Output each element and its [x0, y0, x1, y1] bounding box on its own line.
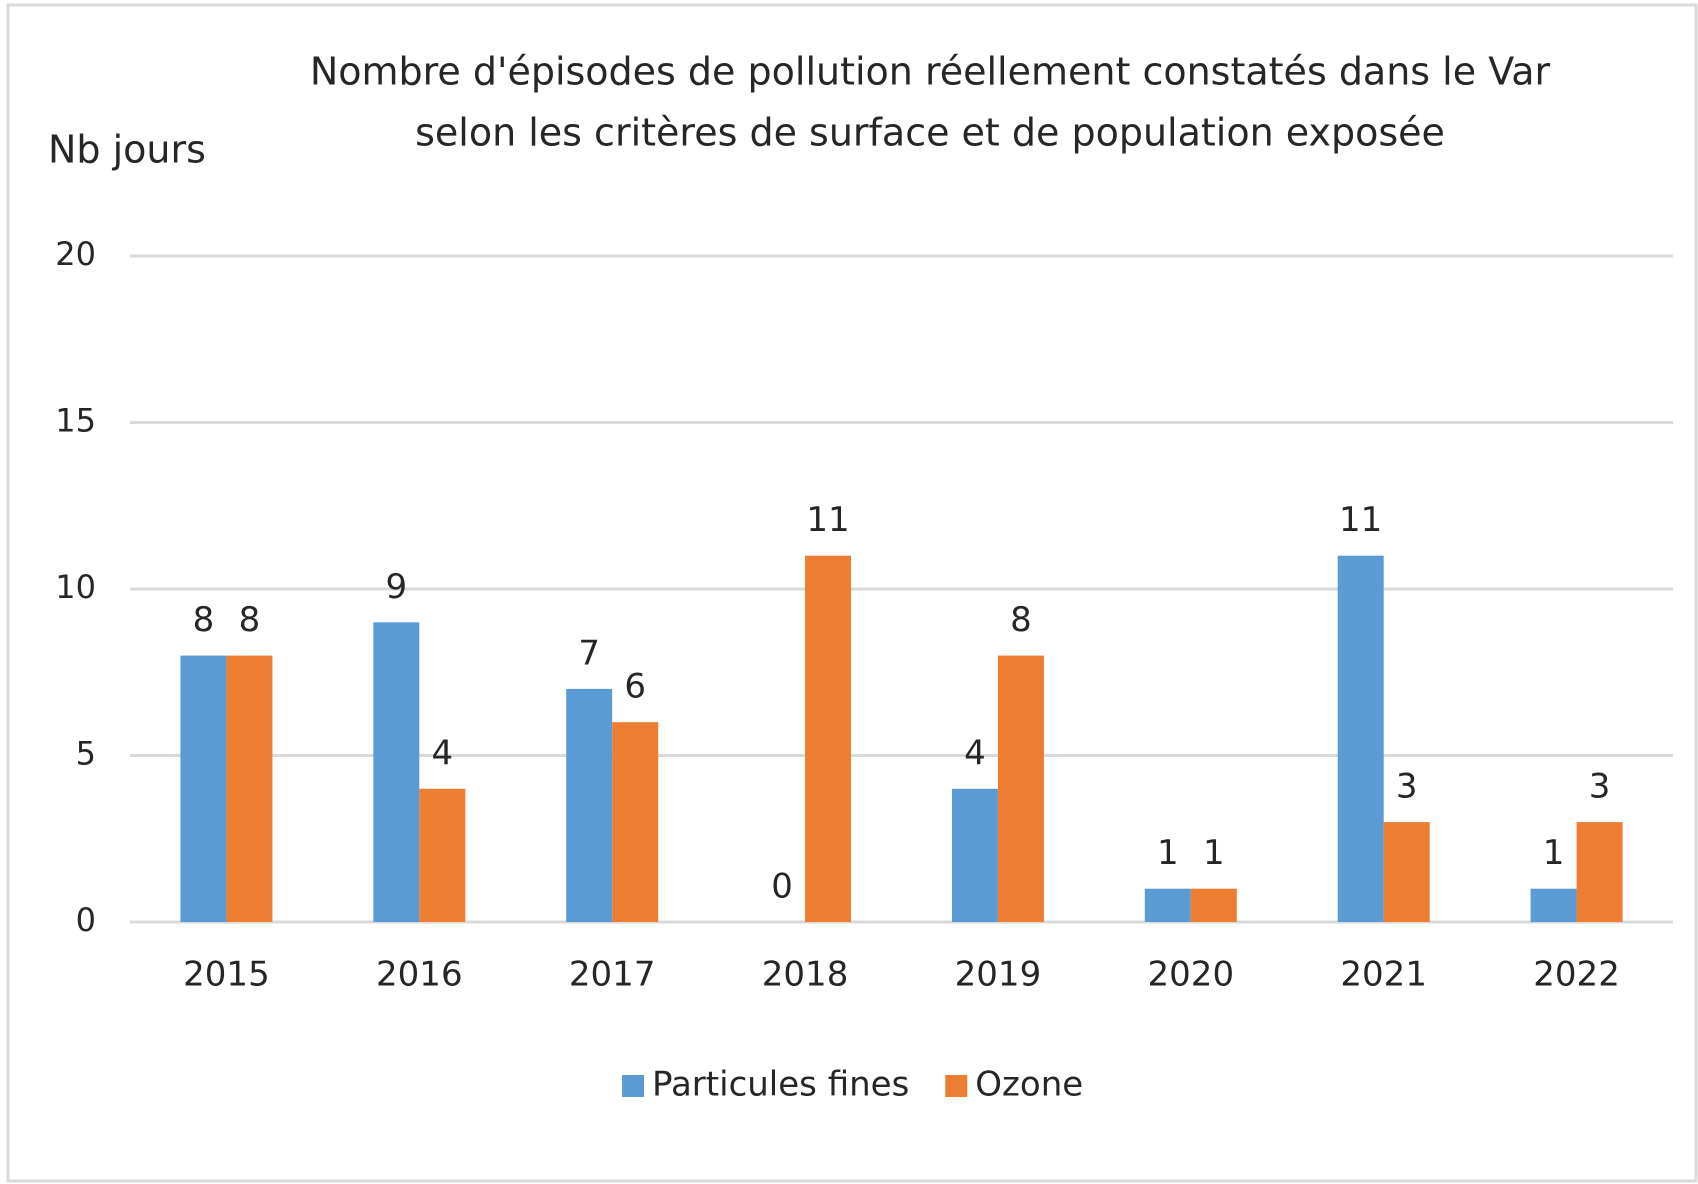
legend-label: Ozone: [975, 1065, 1083, 1105]
bar: [566, 688, 613, 922]
x-tick-label: 2022: [1533, 955, 1620, 995]
y-tick-label: 10: [55, 568, 96, 606]
x-tick-label: 2015: [183, 955, 270, 995]
chart-frame: [6, 3, 1698, 1183]
bar: [1383, 822, 1430, 922]
bar: [612, 722, 659, 922]
bar: [373, 622, 420, 922]
bar: [1337, 555, 1384, 922]
legend-swatch: [945, 1075, 968, 1097]
data-label: 9: [385, 567, 407, 607]
y-tick-label: 15: [55, 402, 96, 440]
bar: [226, 655, 273, 922]
y-tick-label: 20: [55, 235, 96, 273]
legend-swatch: [622, 1075, 644, 1097]
data-label: 3: [1589, 767, 1611, 807]
data-label: 7: [578, 633, 600, 673]
bar: [997, 655, 1044, 922]
bar: [805, 555, 852, 922]
x-tick-label: 2018: [762, 955, 849, 995]
x-tick-label: 2016: [376, 955, 463, 995]
bar: [419, 788, 466, 922]
chart-title: Nombre d'épisodes de pollution réellemen…: [310, 50, 1551, 94]
data-label: 4: [964, 733, 986, 773]
x-tick-label: 2020: [1148, 955, 1235, 995]
data-label: 6: [624, 667, 646, 707]
bar: [180, 655, 227, 922]
data-label: 3: [1396, 767, 1418, 807]
legend-label: Particules fines: [652, 1065, 909, 1105]
bar: [951, 788, 998, 922]
bar: [1530, 888, 1577, 922]
y-tick-label: 5: [76, 735, 96, 773]
bar: [1190, 888, 1237, 922]
data-label: 1: [1203, 833, 1225, 873]
data-label: 11: [806, 500, 849, 540]
x-tick-label: 2019: [955, 955, 1042, 995]
chart-title: selon les critères de surface et de popu…: [415, 111, 1445, 155]
bar: [1576, 822, 1623, 922]
data-label: 1: [1543, 833, 1565, 873]
bar: [1144, 888, 1191, 922]
x-tick-label: 2021: [1340, 955, 1427, 995]
data-label: 1: [1157, 833, 1179, 873]
data-label: 8: [239, 600, 261, 640]
data-label: 0: [771, 867, 793, 907]
data-label: 8: [1010, 600, 1032, 640]
data-label: 4: [431, 733, 453, 773]
data-label: 11: [1339, 500, 1382, 540]
data-label: 8: [193, 600, 215, 640]
y-axis-label: Nb jours: [48, 128, 206, 172]
x-tick-label: 2017: [569, 955, 656, 995]
y-tick-label: 0: [76, 901, 96, 939]
